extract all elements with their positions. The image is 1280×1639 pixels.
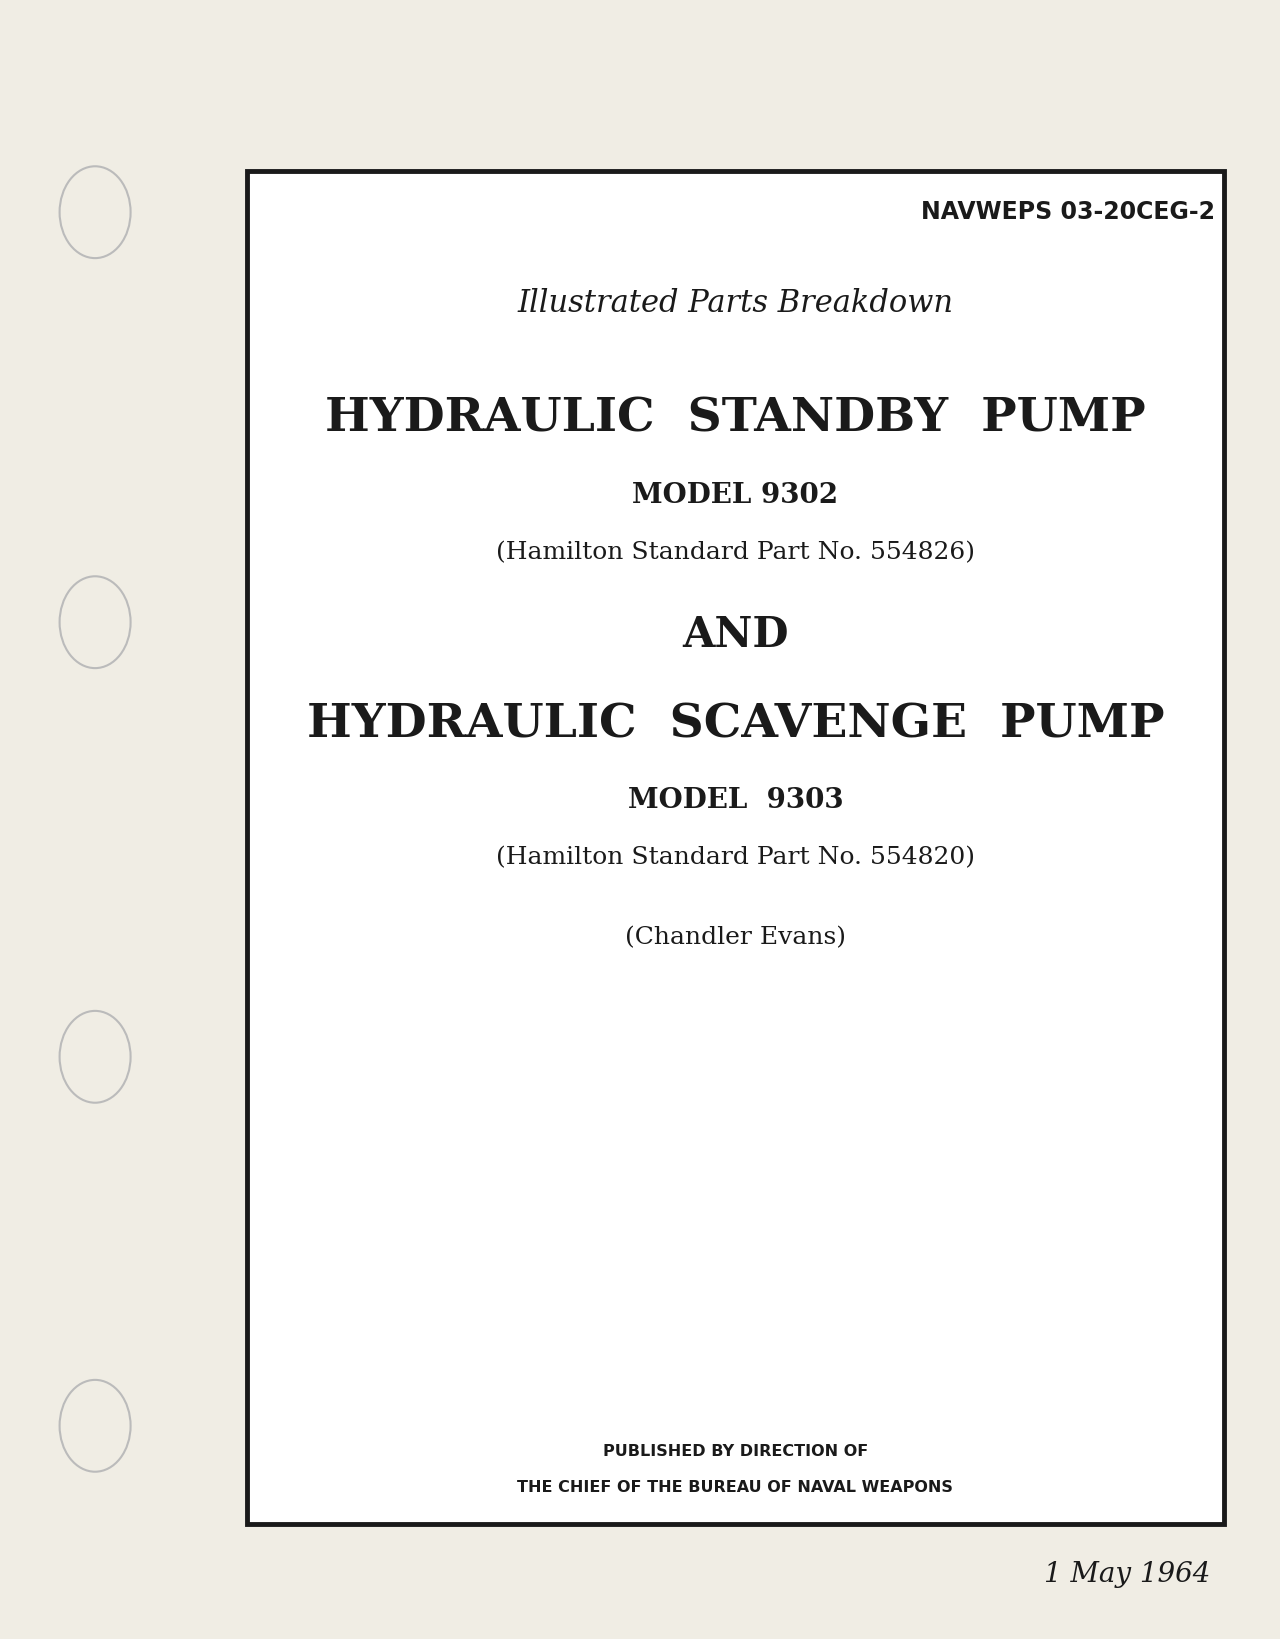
Text: (Chandler Evans): (Chandler Evans)	[625, 926, 846, 949]
Text: HYDRAULIC  SCAVENGE  PUMP: HYDRAULIC SCAVENGE PUMP	[307, 701, 1164, 747]
Bar	[247, 172, 1224, 1524]
Text: (Hamilton Standard Part No. 554826): (Hamilton Standard Part No. 554826)	[495, 541, 975, 564]
Text: 1 May 1964: 1 May 1964	[1044, 1560, 1211, 1587]
Text: AND: AND	[682, 613, 788, 656]
Text: THE CHIEF OF THE BUREAU OF NAVAL WEAPONS: THE CHIEF OF THE BUREAU OF NAVAL WEAPONS	[517, 1478, 954, 1495]
Circle shape	[60, 167, 131, 259]
Text: (Hamilton Standard Part No. 554820): (Hamilton Standard Part No. 554820)	[495, 846, 975, 869]
Circle shape	[60, 1380, 131, 1472]
Text: HYDRAULIC  STANDBY  PUMP: HYDRAULIC STANDBY PUMP	[325, 395, 1146, 441]
Text: NAVWEPS 03-20CEG-2: NAVWEPS 03-20CEG-2	[920, 200, 1215, 225]
Text: Illustrated Parts Breakdown: Illustrated Parts Breakdown	[517, 288, 954, 318]
Text: PUBLISHED BY DIRECTION OF: PUBLISHED BY DIRECTION OF	[603, 1442, 868, 1459]
Circle shape	[60, 577, 131, 669]
Text: MODEL  9303: MODEL 9303	[627, 787, 844, 813]
Text: MODEL 9302: MODEL 9302	[632, 482, 838, 508]
Circle shape	[60, 1011, 131, 1103]
